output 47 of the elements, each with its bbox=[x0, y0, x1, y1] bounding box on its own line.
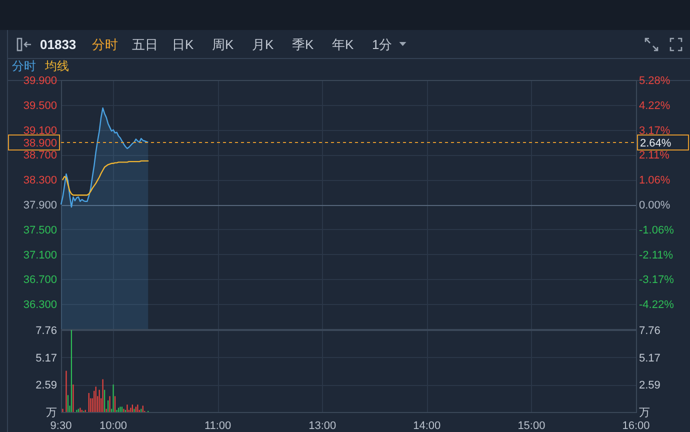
y-tick-label: 36.700 bbox=[23, 274, 57, 286]
y-tick-label: 39.900 bbox=[23, 75, 57, 87]
tab-label: 年K bbox=[332, 37, 354, 52]
y2-tick-label: 2.59 bbox=[639, 380, 660, 392]
y2-tick-label: 万 bbox=[639, 407, 650, 419]
y2-tick-label: 1.06% bbox=[639, 174, 670, 187]
x-tick-label: 14:00 bbox=[413, 420, 441, 432]
tab-label: 月K bbox=[252, 37, 274, 52]
tab-label: 季K bbox=[292, 37, 314, 52]
y-tick-label: 万 bbox=[46, 407, 57, 419]
y-tick-label: 38.300 bbox=[23, 174, 57, 187]
stock-code: 01833 bbox=[40, 37, 76, 52]
x-tick-label: 11:00 bbox=[204, 420, 232, 432]
y-tick-label: 37.100 bbox=[23, 249, 57, 262]
y-tick-label: 5.17 bbox=[36, 352, 57, 364]
y2-tick-label: 7.76 bbox=[639, 325, 660, 337]
x-tick-label: 13:00 bbox=[308, 420, 336, 432]
y-tick-label: 38.700 bbox=[23, 150, 57, 162]
tab-label-selected: 分时 bbox=[92, 37, 118, 52]
y2-tick-label: 5.28% bbox=[639, 75, 670, 87]
tab-label: 周K bbox=[212, 37, 234, 52]
y-tick-label: 39.500 bbox=[23, 100, 57, 112]
ref-line-label: 38.900 bbox=[23, 138, 57, 150]
y2-tick-label: 0.00% bbox=[639, 200, 670, 212]
x-tick-label: 15:00 bbox=[518, 420, 546, 432]
tab-label: 日K bbox=[172, 37, 194, 52]
x-tick-label: 10:00 bbox=[100, 420, 128, 432]
x-tick-label: 16:00 bbox=[622, 420, 650, 432]
y2-tick-label: -1.06% bbox=[639, 224, 674, 236]
tab-label: 1分 bbox=[372, 37, 392, 52]
y-tick-label: 39.100 bbox=[23, 124, 57, 137]
y2-tick-label: 3.17% bbox=[639, 124, 670, 137]
y-tick-label: 37.500 bbox=[23, 224, 57, 236]
y-tick-label: 2.59 bbox=[36, 380, 57, 392]
y-tick-label: 7.76 bbox=[36, 325, 57, 337]
value-box: 2.64% bbox=[637, 134, 689, 150]
legend: 分时 均线 bbox=[12, 59, 69, 73]
y-tick-label: 37.900 bbox=[23, 200, 57, 212]
x-tick-label: 9:30 bbox=[50, 420, 72, 432]
y2-tick-label: -2.11% bbox=[639, 249, 674, 262]
y2-tick-label: 5.17 bbox=[639, 352, 660, 364]
y2-tick-label: 4.22% bbox=[639, 100, 670, 112]
tab-label: 五日 bbox=[132, 37, 158, 52]
y-tick-label: 36.300 bbox=[23, 299, 57, 312]
y2-tick-label: 2.11% bbox=[639, 150, 670, 162]
y2-tick-label: -4.22% bbox=[639, 299, 674, 312]
y2-tick-label: -3.17% bbox=[639, 274, 674, 286]
